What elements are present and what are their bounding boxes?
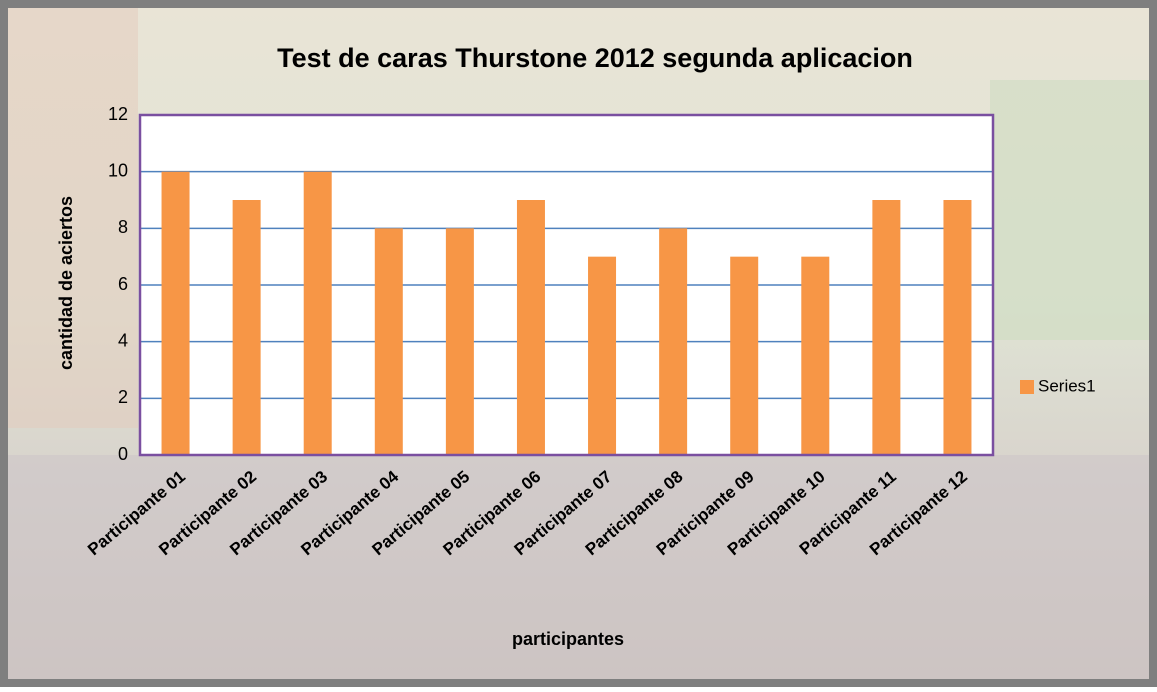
- bar: [517, 200, 545, 455]
- background-plants: [990, 80, 1149, 340]
- y-tick-label: 12: [108, 104, 128, 124]
- bar: [943, 200, 971, 455]
- x-axis-label: participantes: [512, 629, 624, 649]
- bar: [730, 257, 758, 455]
- y-tick-label: 2: [118, 387, 128, 407]
- bar: [446, 228, 474, 455]
- bar: [304, 172, 332, 455]
- y-tick-label: 6: [118, 274, 128, 294]
- legend-swatch: [1020, 380, 1034, 394]
- bar: [233, 200, 261, 455]
- y-tick-label: 0: [118, 444, 128, 464]
- legend-label: Series1: [1038, 376, 1096, 395]
- bar: [375, 228, 403, 455]
- chart: Test de caras Thurstone 2012 segunda apl…: [0, 0, 1157, 687]
- bar: [801, 257, 829, 455]
- y-axis-label: cantidad de aciertos: [56, 196, 76, 370]
- bar: [872, 200, 900, 455]
- bar: [162, 172, 190, 455]
- chart-title: Test de caras Thurstone 2012 segunda apl…: [277, 43, 913, 73]
- y-tick-label: 8: [118, 217, 128, 237]
- y-tick-label: 10: [108, 160, 128, 180]
- y-tick-label: 4: [118, 330, 128, 350]
- bar: [659, 228, 687, 455]
- bar: [588, 257, 616, 455]
